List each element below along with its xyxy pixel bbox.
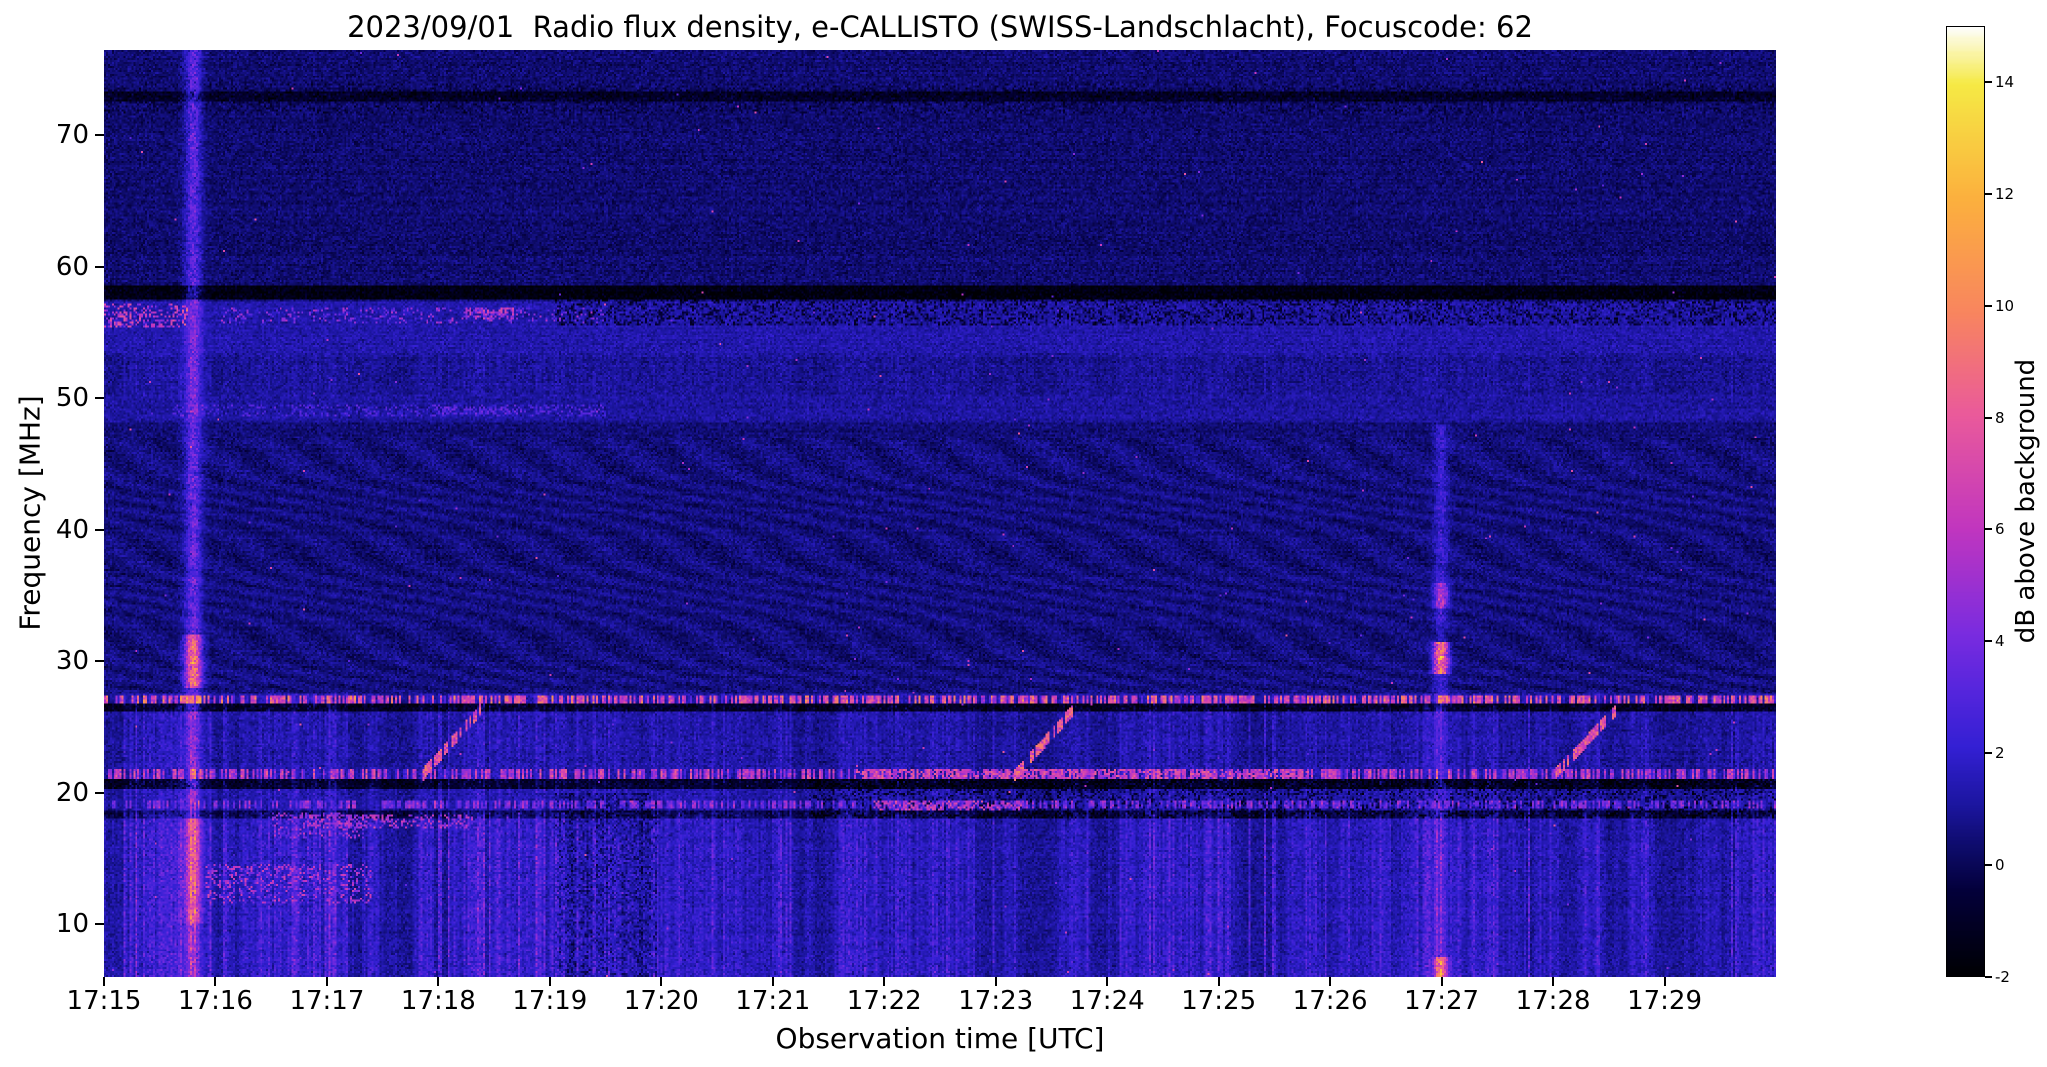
x-tick xyxy=(771,977,774,986)
y-tick xyxy=(95,660,104,663)
colorbar-tick-label: 2 xyxy=(1995,744,2005,763)
x-tick xyxy=(1217,977,1220,986)
spectrogram-heatmap xyxy=(104,50,1776,977)
colorbar-tick xyxy=(1985,976,1992,978)
y-tick-label: 50 xyxy=(55,383,89,414)
y-tick-label: 70 xyxy=(55,120,89,151)
x-tick xyxy=(325,977,328,986)
y-tick xyxy=(95,265,104,268)
x-tick xyxy=(1329,977,1332,986)
x-tick-label: 17:18 xyxy=(400,986,476,1016)
x-tick-label: 17:23 xyxy=(958,986,1034,1016)
y-tick xyxy=(95,923,104,926)
x-tick xyxy=(437,977,440,986)
x-tick xyxy=(103,977,105,986)
colorbar-tick xyxy=(1985,304,1992,307)
x-tick xyxy=(1663,977,1666,986)
colorbar-tick xyxy=(1985,192,1992,195)
colorbar-tick xyxy=(1985,864,1992,867)
x-tick xyxy=(1552,977,1555,986)
x-tick xyxy=(1106,977,1109,986)
y-axis-label: Frequency [MHz] xyxy=(13,395,47,631)
y-tick xyxy=(95,528,104,531)
x-tick xyxy=(214,977,217,986)
colorbar-tick-label: 6 xyxy=(1995,520,2005,539)
colorbar-tick-label: 12 xyxy=(1995,184,2015,203)
x-axis-label: Observation time [UTC] xyxy=(775,1022,1105,1055)
x-tick-label: 17:20 xyxy=(623,986,699,1016)
y-tick xyxy=(95,397,104,400)
x-tick-label: 17:15 xyxy=(66,986,142,1016)
colorbar-tick xyxy=(1985,80,1992,83)
colorbar-tick-label: 8 xyxy=(1995,408,2005,427)
x-tick-label: 17:24 xyxy=(1069,986,1145,1016)
x-tick-label: 17:17 xyxy=(289,986,365,1016)
x-tick xyxy=(1440,977,1443,986)
colorbar-tick-label: -2 xyxy=(1995,968,2010,986)
colorbar-tick xyxy=(1985,752,1992,755)
chart-title: 2023/09/01 Radio flux density, e-CALLIST… xyxy=(347,10,1533,44)
x-tick-label: 17:16 xyxy=(177,986,253,1016)
y-tick-label: 40 xyxy=(55,514,89,545)
x-tick-label: 17:25 xyxy=(1181,986,1257,1016)
x-tick xyxy=(994,977,997,986)
colorbar-tick-label: 14 xyxy=(1995,72,2015,91)
colorbar-tick xyxy=(1985,528,1992,531)
y-tick-label: 30 xyxy=(55,646,89,677)
colorbar-tick-label: 0 xyxy=(1995,856,2005,875)
y-tick-label: 20 xyxy=(55,777,89,808)
x-tick xyxy=(883,977,886,986)
x-tick-label: 17:21 xyxy=(735,986,811,1016)
colorbar-tick xyxy=(1985,640,1992,643)
x-tick-label: 17:27 xyxy=(1404,986,1480,1016)
x-tick xyxy=(548,977,551,986)
x-tick-label: 17:28 xyxy=(1515,986,1591,1016)
x-tick-label: 17:26 xyxy=(1292,986,1368,1016)
x-tick xyxy=(660,977,663,986)
colorbar-label: dB above background xyxy=(2011,358,2041,644)
y-tick-label: 60 xyxy=(55,251,89,282)
y-tick xyxy=(95,791,104,794)
x-tick-label: 17:29 xyxy=(1627,986,1702,1016)
y-tick-label: 10 xyxy=(55,909,89,940)
x-tick-label: 17:22 xyxy=(846,986,922,1016)
colorbar xyxy=(1946,26,1985,977)
y-tick xyxy=(95,134,104,137)
colorbar-tick xyxy=(1985,416,1992,419)
x-tick-label: 17:19 xyxy=(512,986,588,1016)
colorbar-tick-label: 4 xyxy=(1995,632,2005,651)
colorbar-tick-label: 10 xyxy=(1995,296,2015,315)
